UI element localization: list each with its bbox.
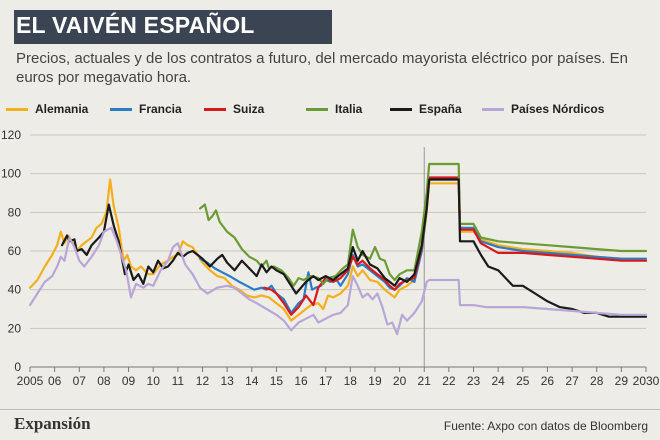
x-tick-label: 12 — [196, 374, 210, 388]
legend-item-suiza: Suiza — [204, 100, 264, 118]
legend-label-espana: España — [419, 102, 462, 116]
line-chart: 0 20 40 60 80 100 120 2005 06 07 08 09 10 11 12 13 14 15 1… — [1, 128, 660, 388]
legend-swatch-paises-nordicos — [482, 107, 504, 111]
x-tick-label: 06 — [48, 374, 62, 388]
y-tick-label: 0 — [14, 360, 21, 374]
x-tick-label: 25 — [516, 374, 530, 388]
series-line-alemania — [28, 178, 648, 322]
x-tick-label: 24 — [491, 374, 505, 388]
title-bar — [14, 10, 332, 44]
x-tick-label: 11 — [172, 374, 185, 388]
legend-item-francia: Francia — [110, 100, 182, 118]
y-tick-label: 40 — [8, 283, 22, 297]
legend-swatch-francia — [110, 107, 132, 111]
series-line-espana — [60, 178, 648, 318]
legend-swatch-suiza — [204, 107, 226, 111]
x-tick-label: 07 — [73, 374, 87, 388]
x-tick-label: 09 — [122, 374, 136, 388]
legend-label-alemania: Alemania — [35, 102, 89, 116]
source-note: Fuente: Axpo con datos de Bloomberg — [443, 419, 648, 433]
x-tick-label: 19 — [368, 374, 382, 388]
chart-legend: Alemania Francia Suiza Italia España Paí… — [6, 100, 656, 118]
x-tick-label: 16 — [294, 374, 308, 388]
y-tick-label: 100 — [1, 167, 21, 181]
x-tick-label: 17 — [319, 374, 333, 388]
series-line-paises-nordicos — [28, 226, 648, 336]
legend-item-italia: Italia — [306, 100, 362, 118]
legend-item-espana: España — [390, 100, 462, 118]
legend-label-italia: Italia — [335, 102, 363, 116]
grid-layer — [30, 134, 646, 368]
legend-swatch-espana — [390, 107, 412, 111]
x-tick-label: 2030 — [633, 374, 660, 388]
legend-swatch-italia — [306, 107, 328, 111]
legend-label-paises-nordicos: Países Nórdicos — [511, 102, 605, 116]
x-tick-label: 23 — [467, 374, 481, 388]
series-line-suiza — [263, 176, 648, 316]
x-tick-label: 08 — [97, 374, 111, 388]
footer-divider — [0, 409, 660, 410]
legend-label-francia: Francia — [139, 102, 182, 116]
series-layer — [28, 162, 648, 336]
legend-item-paises-nordicos: Países Nórdicos — [482, 100, 604, 118]
x-tick-label: 18 — [344, 374, 358, 388]
publisher-logo: Expansión — [14, 414, 91, 433]
y-tick-label: 120 — [1, 128, 21, 142]
x-tick-label: 27 — [565, 374, 579, 388]
x-tick-label: 13 — [220, 374, 234, 388]
x-tick-label: 21 — [418, 374, 432, 388]
legend-item-alemania: Alemania — [6, 100, 88, 118]
x-tick-label: 28 — [590, 374, 604, 388]
chart-subtitle: Precios, actuales y de los contratos a f… — [16, 50, 628, 86]
legend-swatch-alemania — [6, 107, 28, 111]
y-tick-label: 60 — [8, 244, 22, 258]
x-tick-label: 2005 — [17, 374, 44, 388]
x-tick-label: 26 — [541, 374, 555, 388]
chart-title: EL VAIVÉN ESPAÑOL — [16, 12, 255, 38]
series-line-italia — [198, 162, 648, 287]
legend-label-suiza: Suiza — [233, 102, 265, 116]
y-tick-label: 80 — [8, 205, 22, 219]
y-tick-label: 20 — [8, 321, 22, 335]
x-tick-label: 15 — [270, 374, 284, 388]
x-tick-label: 29 — [615, 374, 629, 388]
x-tick-label: 10 — [147, 374, 161, 388]
x-tick-label: 20 — [393, 374, 407, 388]
x-tick-label: 14 — [245, 374, 259, 388]
x-tick-label: 22 — [442, 374, 456, 388]
axis-layer: 0 20 40 60 80 100 120 2005 06 07 08 09 10 11 12 13 14 15 1… — [1, 128, 660, 388]
